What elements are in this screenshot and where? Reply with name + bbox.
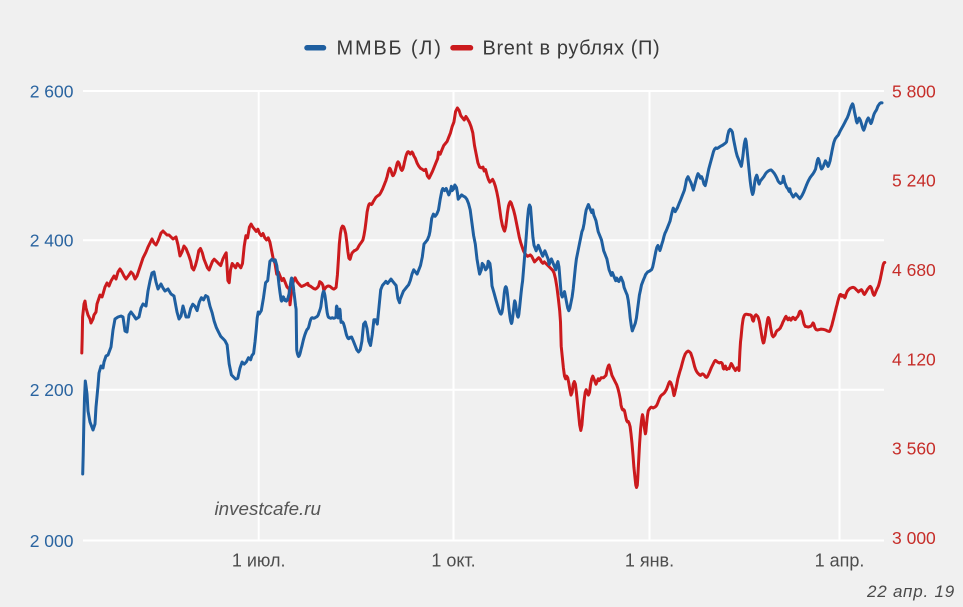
svg-text:1 окт.: 1 окт. [431, 551, 475, 571]
svg-text:5 240: 5 240 [892, 171, 936, 191]
svg-text:22 апр. 19: 22 апр. 19 [866, 582, 955, 601]
svg-text:2 600: 2 600 [30, 81, 74, 101]
svg-text:2 400: 2 400 [30, 231, 74, 251]
svg-text:2 000: 2 000 [30, 531, 74, 551]
svg-text:3 000: 3 000 [892, 528, 936, 548]
svg-text:Brent в рублях (П): Brent в рублях (П) [483, 38, 661, 60]
svg-text:1 июл.: 1 июл. [232, 551, 286, 571]
svg-text:4 680: 4 680 [892, 260, 936, 280]
svg-text:1 янв.: 1 янв. [625, 551, 674, 571]
svg-text:2 200: 2 200 [30, 380, 74, 400]
svg-text:4 120: 4 120 [892, 349, 936, 369]
svg-text:1 апр.: 1 апр. [815, 551, 865, 571]
svg-text:investcafe.ru: investcafe.ru [215, 498, 322, 519]
svg-text:ММВБ (Л): ММВБ (Л) [337, 38, 443, 60]
svg-text:3 560: 3 560 [892, 439, 936, 459]
svg-text:5 800: 5 800 [892, 81, 936, 101]
